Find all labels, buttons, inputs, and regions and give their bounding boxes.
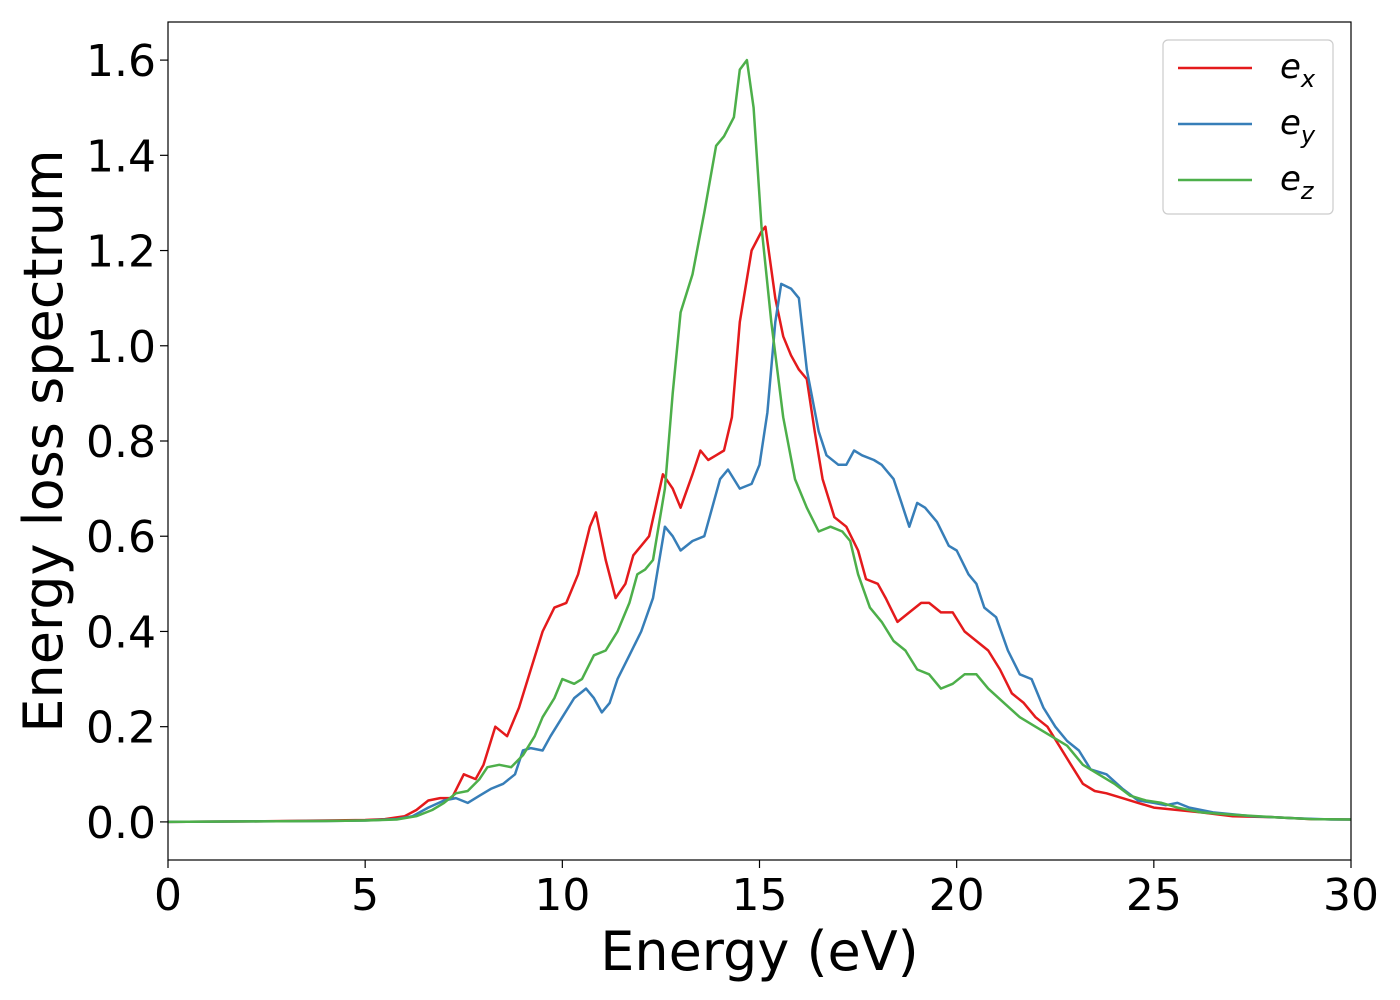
series-layer [167, 58, 1352, 824]
legend-label-z: ez [1280, 159, 1315, 205]
x-tick-label: 5 [351, 870, 379, 921]
y-tick-label: 1.0 [86, 322, 156, 373]
x-tick-label: 25 [1126, 870, 1182, 921]
legend-label-x: ex [1280, 47, 1316, 93]
x-axis-label: Energy (eV) [600, 920, 919, 983]
y-tick-label: 0.6 [86, 512, 156, 563]
legend-label-subscript: z [1300, 177, 1315, 205]
legend-label-subscript: y [1300, 121, 1316, 149]
x-axis-ticks: 0 5 10 15 20 25 30 [154, 860, 1379, 921]
series-line-y [167, 282, 1351, 824]
legend-label-base: e [1280, 47, 1301, 87]
x-tick-label: 10 [534, 870, 590, 921]
legend-label-y: ey [1280, 103, 1316, 149]
y-tick-label: 1.6 [86, 36, 156, 87]
legend-label-base: e [1280, 159, 1301, 199]
y-tick-label: 0.8 [86, 417, 156, 468]
y-tick-label: 0.2 [86, 703, 156, 754]
y-axis-label: Energy loss spectrum [12, 149, 75, 732]
legend-label-base: e [1280, 103, 1301, 143]
y-axis-ticks: 0.0 0.2 0.4 0.6 0.8 1.0 1.2 1.4 1.6 [86, 36, 168, 849]
x-tick-label: 30 [1323, 870, 1379, 921]
legend-box [1162, 39, 1334, 215]
y-tick-label: 0.4 [86, 607, 156, 658]
x-tick-label: 15 [732, 870, 788, 921]
x-tick-label: 20 [929, 870, 985, 921]
y-tick-label: 1.4 [86, 131, 156, 182]
series-line-x [167, 225, 1352, 824]
y-tick-label: 1.2 [86, 227, 156, 278]
x-tick-label: 0 [154, 870, 182, 921]
legend-label-subscript: x [1300, 65, 1316, 93]
y-tick-label: 0.0 [86, 798, 156, 849]
series-line-z [167, 58, 1352, 824]
